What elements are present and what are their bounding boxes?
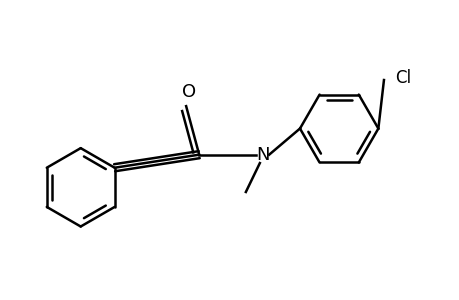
Text: N: N bbox=[255, 146, 269, 164]
Text: O: O bbox=[181, 82, 196, 100]
Text: Cl: Cl bbox=[394, 69, 410, 87]
